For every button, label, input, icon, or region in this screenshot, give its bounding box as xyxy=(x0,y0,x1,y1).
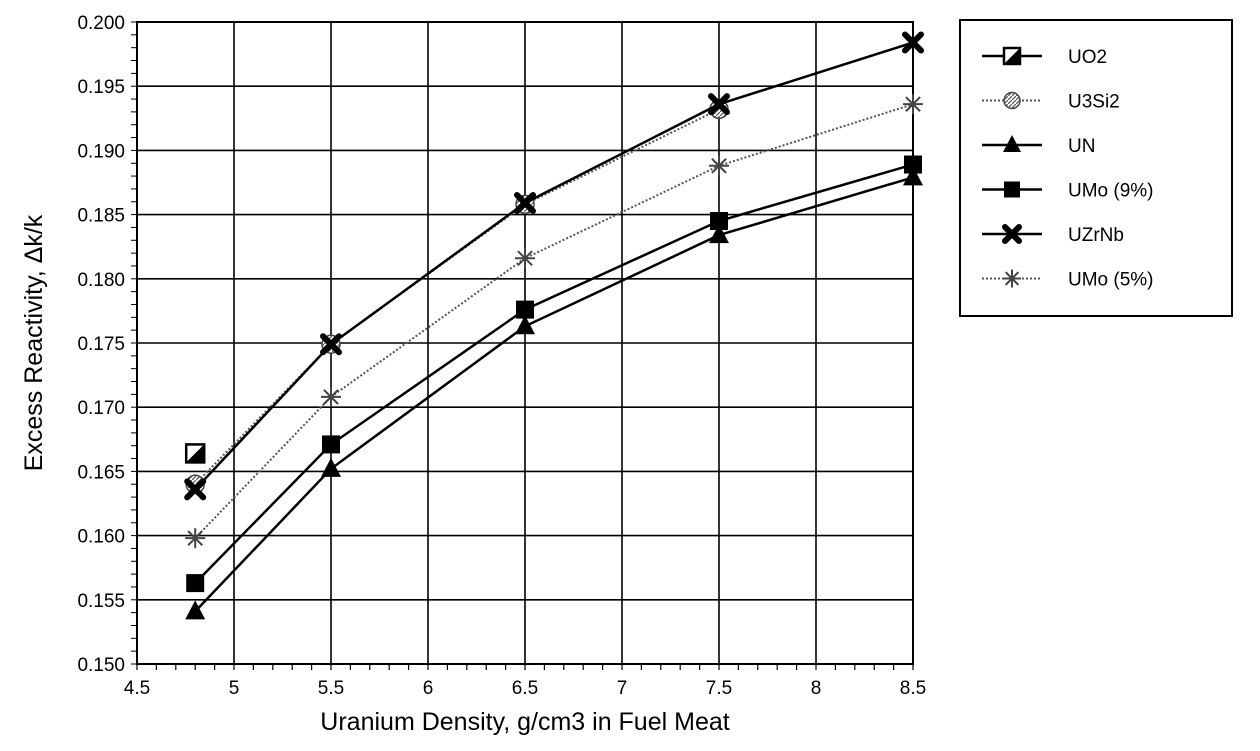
legend-label: UMo (5%) xyxy=(1068,270,1154,291)
legend-marker xyxy=(1003,269,1021,288)
series-line xyxy=(194,108,720,485)
legend: UO2 U3Si2 UN UMo (9%) UZrNb UMo (5%) xyxy=(959,19,1233,317)
series-umo-9 xyxy=(186,155,922,593)
data-point xyxy=(516,300,534,319)
series-uo2 xyxy=(184,443,206,464)
data-point xyxy=(709,224,729,244)
x-tick-label: 5 xyxy=(229,678,240,699)
legend-box xyxy=(959,19,1233,317)
y-tick-label: 0.180 xyxy=(77,270,125,291)
x-axis-title: Uranium Density, g/cm3 in Fuel Meat xyxy=(320,708,729,736)
legend-item: UMo (9%) xyxy=(982,181,1154,202)
data-point xyxy=(321,457,341,477)
data-point xyxy=(904,155,922,174)
x-tick-label: 4.5 xyxy=(124,678,150,699)
y-axis-title: Excess Reactivity, Δk/k xyxy=(20,214,48,471)
x-tick-label: 7 xyxy=(617,678,628,699)
legend-marker xyxy=(1003,91,1021,110)
series-line xyxy=(194,176,914,613)
legend-item: U3Si2 xyxy=(982,92,1120,113)
data-point xyxy=(320,333,342,356)
series-un xyxy=(185,166,923,620)
data-point xyxy=(321,386,341,407)
series-uzrnb xyxy=(184,31,924,501)
y-tick-label: 0.190 xyxy=(77,141,125,162)
x-tick-label: 5.5 xyxy=(318,678,344,699)
series-line xyxy=(194,103,914,539)
data-point xyxy=(710,212,728,231)
data-point xyxy=(515,248,535,269)
data-point xyxy=(186,574,205,593)
y-tick-label: 0.185 xyxy=(77,206,125,227)
legend-item: UO2 xyxy=(982,46,1107,68)
legend-marker xyxy=(1003,135,1021,152)
y-tick-label: 0.165 xyxy=(77,462,125,483)
data-point xyxy=(708,93,730,116)
series-umo-5 xyxy=(185,94,923,549)
legend-label: UZrNb xyxy=(1068,225,1124,246)
series-line xyxy=(194,41,914,491)
x-tick-label: 6.5 xyxy=(512,678,538,699)
data-point xyxy=(903,166,923,186)
y-tick-label: 0.175 xyxy=(77,334,125,355)
x-tick-label: 6 xyxy=(423,678,434,699)
legend-marker xyxy=(1004,181,1020,198)
y-tick-label: 0.195 xyxy=(77,77,125,98)
y-tick-label: 0.200 xyxy=(77,13,125,34)
data-point xyxy=(902,31,924,54)
legend-item: UMo (5%) xyxy=(982,269,1154,291)
data-point xyxy=(185,528,206,549)
data-point xyxy=(184,478,207,501)
legend-label: U3Si2 xyxy=(1068,92,1120,113)
x-tick-label: 7.5 xyxy=(706,678,732,699)
legend-marker xyxy=(1002,224,1022,244)
legend-item: UZrNb xyxy=(982,224,1124,246)
y-tick-label: 0.155 xyxy=(77,591,125,612)
legend-item: UN xyxy=(982,135,1095,157)
legend-label: UO2 xyxy=(1068,47,1107,68)
y-tick-label: 0.160 xyxy=(77,527,125,548)
data-point xyxy=(322,435,340,454)
gridlines xyxy=(137,22,913,664)
data-point xyxy=(515,315,535,335)
y-tick-label: 0.170 xyxy=(77,398,125,419)
x-tick-label: 8 xyxy=(811,678,822,699)
x-tick-label: 8.5 xyxy=(900,678,926,699)
data-point xyxy=(185,600,206,620)
data-point xyxy=(709,155,729,176)
series-u3si2 xyxy=(185,99,729,494)
data-point xyxy=(184,443,206,464)
legend-label: UMo (9%) xyxy=(1068,181,1154,202)
legend-label: UN xyxy=(1068,136,1095,157)
data-point xyxy=(514,192,536,215)
y-tick-label: 0.150 xyxy=(77,655,125,676)
data-point xyxy=(903,94,923,115)
legend-marker xyxy=(1002,46,1022,66)
